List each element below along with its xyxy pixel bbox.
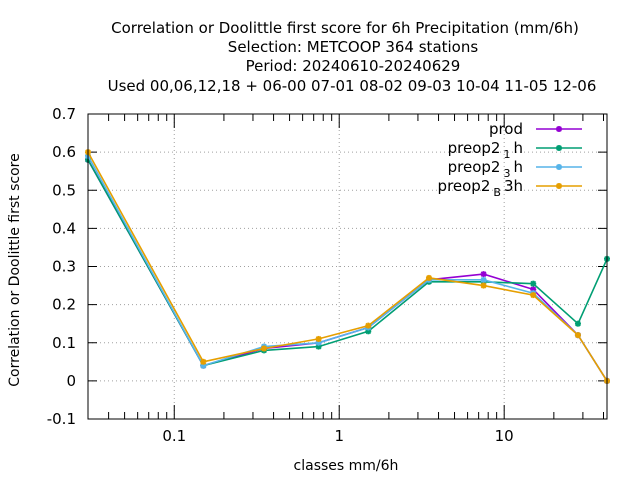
marker-stroke	[556, 183, 562, 189]
x-tick-label: 0.1	[162, 427, 186, 445]
y-tick-label: 0.4	[52, 219, 76, 237]
legend-item-4: preop2 B 3h	[438, 177, 582, 199]
series-layer	[85, 149, 610, 384]
x-tick-labels: 0.1 1 10	[162, 427, 513, 445]
series-line	[87, 159, 608, 382]
marker-stroke	[530, 280, 537, 287]
marker-stroke	[575, 320, 581, 327]
y-tick-label: 0.2	[52, 296, 76, 314]
plot-frame	[87, 113, 608, 420]
data-point	[480, 282, 487, 289]
x-axis-label: classes mm/6h	[294, 458, 399, 474]
data-point	[530, 292, 537, 299]
title-line-4: Used 00,06,12,18 + 06-00 07-01 08-02 09-…	[108, 77, 597, 95]
y-tick-label: 0.5	[52, 181, 76, 199]
legend-item-3: preop2 3 h	[448, 158, 582, 180]
series-2	[85, 156, 610, 369]
chart-title: Correlation or Doolittle first score for…	[108, 19, 597, 95]
data-point	[365, 322, 372, 329]
legend-item-2: preop2 1 h	[448, 139, 582, 161]
series-line	[87, 151, 608, 382]
data-point	[200, 358, 207, 365]
marker-stroke	[365, 322, 372, 329]
data-point	[480, 276, 487, 283]
title-line-2: Selection: METCOOP 364 stations	[228, 38, 479, 56]
y-tick-label: 0.3	[52, 258, 76, 276]
marker-stroke	[480, 282, 487, 289]
y-tick-label: 0.1	[52, 334, 76, 352]
series-4	[85, 149, 610, 384]
data-point	[425, 274, 432, 281]
legend-marker	[556, 126, 562, 132]
legend-label: preop2 1 h	[448, 139, 523, 161]
data-point	[574, 320, 581, 327]
marker-stroke	[261, 345, 267, 352]
y-tick-label: 0.7	[52, 105, 76, 123]
y-axis-label: Correlation or Doolittle first score	[7, 153, 23, 386]
legend-label: preop2 B 3h	[438, 177, 523, 199]
marker-stroke	[575, 332, 581, 339]
marker-stroke	[556, 126, 562, 132]
y-tick-label: 0.6	[52, 143, 76, 161]
title-line-3: Period: 20240610-20240629	[246, 57, 461, 75]
y-tick-label: -0.1	[47, 410, 76, 428]
marker-stroke	[200, 358, 207, 365]
series-line	[87, 155, 608, 382]
legend-label: preop2 3 h	[448, 158, 523, 180]
marker-stroke	[426, 275, 432, 281]
data-point	[530, 280, 537, 287]
series-line	[87, 159, 608, 367]
grid	[88, 114, 607, 419]
marker-stroke	[480, 271, 487, 278]
legend-marker	[556, 164, 562, 170]
data-point	[480, 271, 487, 278]
marker-stroke	[480, 276, 487, 283]
axis-ticks	[88, 113, 607, 420]
x-tick-label: 10	[495, 427, 514, 445]
marker-stroke	[556, 164, 562, 170]
legend-label: prod	[489, 120, 523, 138]
marker-stroke	[556, 145, 562, 151]
legend-marker	[556, 183, 562, 189]
title-line-1: Correlation or Doolittle first score for…	[111, 19, 579, 37]
data-point	[574, 332, 581, 339]
marker-stroke	[530, 292, 537, 298]
marker-stroke	[315, 336, 322, 342]
x-tick-label: 1	[334, 427, 344, 445]
legend-item-1: prod	[489, 120, 582, 138]
data-point	[315, 335, 322, 342]
data-point	[261, 345, 268, 352]
y-tick-label: 0	[66, 372, 76, 390]
y-tick-labels: 0.7 0.6 0.5 0.4 0.3 0.2 0.1 0 -0.1	[47, 105, 76, 428]
legend-marker	[556, 145, 562, 151]
series-3	[85, 152, 610, 384]
series-1	[85, 156, 610, 384]
